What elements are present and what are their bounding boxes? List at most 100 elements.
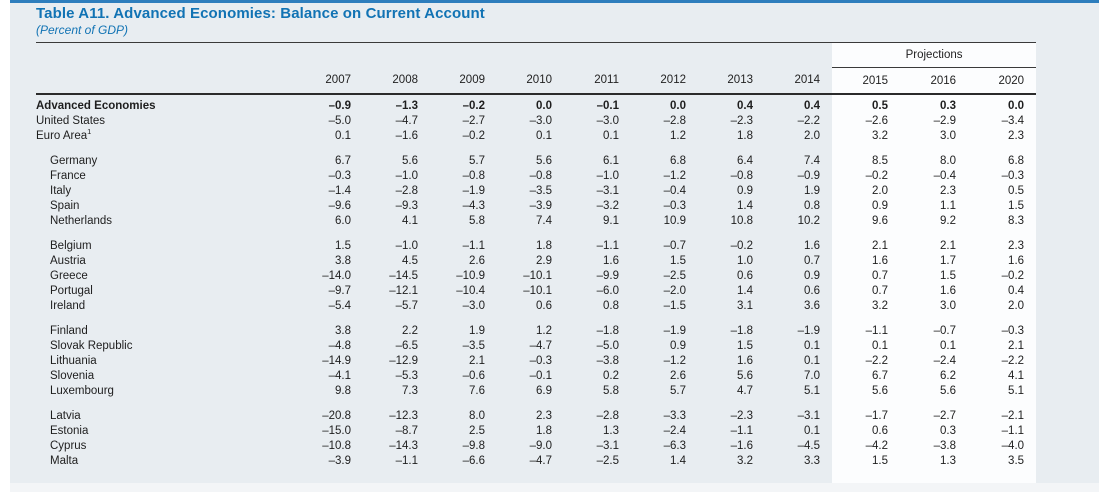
- row-label: Euro Area1: [36, 127, 92, 142]
- value-cell-2009: –0.8: [462, 170, 485, 182]
- value-cell-2020: 0.0: [1008, 100, 1025, 112]
- value-cell-2015: 1.6: [872, 255, 889, 267]
- value-cell-2013: 6.4: [737, 155, 753, 167]
- value-cell-2016: 2.3: [940, 185, 957, 197]
- value-cell-2016: 1.6: [940, 285, 957, 297]
- value-cell-2009: –0.2: [462, 100, 485, 112]
- value-cell-2008: –1.1: [395, 455, 418, 467]
- value-cell-2013: 1.4: [737, 285, 753, 297]
- value-cell-2007: –14.9: [322, 355, 351, 367]
- value-cell-2007: –0.3: [328, 170, 351, 182]
- value-cell-2020: –0.2: [1001, 270, 1025, 282]
- value-cell-2013: 0.6: [737, 270, 753, 282]
- value-cell-2014: 0.6: [804, 285, 821, 297]
- value-cell-2020: –3.4: [1001, 115, 1025, 127]
- top-accent-bar: [10, 0, 1099, 3]
- table-container: Projections 2007 2008 2009 2010 2011 2012 2013…: [36, 42, 1037, 492]
- value-cell-2014: 3.6: [804, 300, 821, 312]
- value-cell-2014: 0.8: [804, 200, 821, 212]
- value-cell-2013: –1.6: [730, 440, 753, 452]
- value-cell-2015: 0.1: [872, 340, 889, 352]
- value-cell-2016: –2.9: [933, 115, 957, 127]
- value-cell-2011: –2.8: [596, 410, 619, 422]
- value-cell-2010: –3.0: [529, 115, 552, 127]
- value-cell-2009: 1.9: [469, 325, 485, 337]
- value-cell-2020: 2.1: [1008, 340, 1025, 352]
- year-header-2010: 2010: [497, 67, 564, 95]
- projections-highlight-band: [832, 42, 1036, 492]
- value-cell-2008: –12.3: [389, 410, 418, 422]
- value-cell-2016: 1.3: [940, 455, 957, 467]
- row-label-column-header: [36, 67, 296, 95]
- value-cell-2010: 6.9: [536, 385, 552, 397]
- value-cell-2010: 1.2: [536, 325, 552, 337]
- value-cell-2015: 2.0: [872, 185, 889, 197]
- value-cell-2016: 6.2: [940, 370, 957, 382]
- row-label: France: [50, 170, 86, 182]
- value-cell-2009: –6.6: [462, 455, 485, 467]
- row-label: Belgium: [50, 240, 92, 252]
- value-cell-2011: –1.1: [596, 240, 619, 252]
- projections-header-row: Projections: [36, 42, 1037, 68]
- value-cell-2011: –3.2: [596, 200, 619, 212]
- table-row-italy: Italy –1.4 –2.8 –1.9 –3.5 –3.1 –0.4 0.9 1.9 2.0 2.…: [36, 184, 1036, 199]
- value-cell-2014: 0.7: [804, 255, 821, 267]
- table-row-slovenia: Slovenia –4.1 –5.3 –0.6 –0.1 0.2 2.6 5.6 7.0 6.7 6…: [36, 369, 1036, 384]
- value-cell-2014: 3.3: [804, 455, 821, 467]
- value-cell-2011: –6.0: [596, 285, 619, 297]
- year-header-2013: 2013: [698, 67, 765, 95]
- value-cell-2007: 6.0: [335, 215, 351, 227]
- value-cell-2015: 6.7: [872, 370, 889, 382]
- value-cell-2015: 0.5: [872, 100, 889, 112]
- value-cell-2007: –4.8: [328, 340, 351, 352]
- value-cell-2011: –5.0: [596, 340, 619, 352]
- value-cell-2020: 3.5: [1008, 455, 1025, 467]
- value-cell-2020: 1.6: [1008, 255, 1025, 267]
- table-subtitle: (Percent of GDP): [36, 23, 129, 37]
- year-header-2014: 2014: [765, 67, 833, 95]
- value-cell-2009: 2.6: [469, 255, 485, 267]
- row-label: United States: [36, 115, 106, 127]
- value-cell-2012: 5.7: [670, 385, 686, 397]
- table-row-malta: Malta –3.9 –1.1 –6.6 –4.7 –2.5 1.4 3.2 3.3 1.5 1.3…: [36, 454, 1036, 469]
- table-row-latvia: Latvia –20.8 –12.3 8.0 2.3 –2.8 –3.3 –2.3 –3.1 –1…: [36, 409, 1036, 424]
- value-cell-2008: –1.0: [395, 170, 418, 182]
- value-cell-2020: 0.5: [1008, 185, 1025, 197]
- value-cell-2015: 1.5: [872, 455, 889, 467]
- value-cell-2010: –4.7: [529, 455, 552, 467]
- value-cell-2009: –10.9: [456, 270, 485, 282]
- value-cell-2008: –8.7: [395, 425, 418, 437]
- value-cell-2010: 0.1: [536, 130, 552, 142]
- value-cell-2020: –2.1: [1001, 410, 1025, 422]
- value-cell-2014: 0.1: [804, 340, 821, 352]
- value-cell-2007: –5.0: [328, 115, 351, 127]
- value-cell-2007: –20.8: [322, 410, 351, 422]
- value-cell-2020: –4.0: [1001, 440, 1025, 452]
- value-cell-2008: 5.6: [402, 155, 418, 167]
- value-cell-2010: 0.6: [536, 300, 552, 312]
- value-cell-2015: 5.6: [872, 385, 889, 397]
- table-row-advanced-economies: Advanced Economies –0.9 –1.3 –0.2 0.0 –0.1 0.0…: [36, 94, 1036, 114]
- value-cell-2011: –3.8: [596, 355, 619, 367]
- value-cell-2013: 10.8: [730, 215, 753, 227]
- value-cell-2007: –3.9: [328, 455, 351, 467]
- value-cell-2012: 1.4: [670, 455, 686, 467]
- value-cell-2010: 2.3: [536, 410, 552, 422]
- value-cell-2012: –2.0: [663, 285, 686, 297]
- value-cell-2007: –14.0: [322, 270, 351, 282]
- value-cell-2008: –9.3: [395, 200, 418, 212]
- value-cell-2007: –4.1: [328, 370, 351, 382]
- value-cell-2016: 2.1: [940, 240, 957, 252]
- value-cell-2008: –12.1: [389, 285, 418, 297]
- value-cell-2007: –9.6: [328, 200, 351, 212]
- row-label: Luxembourg: [50, 385, 114, 397]
- value-cell-2009: –10.4: [456, 285, 485, 297]
- projections-label: Projections: [832, 42, 1037, 68]
- value-cell-2015: 0.7: [872, 270, 889, 282]
- value-cell-2011: –3.1: [596, 440, 619, 452]
- value-cell-2010: 1.8: [536, 240, 552, 252]
- value-cell-2011: 0.2: [603, 370, 619, 382]
- value-cell-2014: 2.0: [804, 130, 821, 142]
- value-cell-2020: 8.3: [1008, 215, 1025, 227]
- value-cell-2015: –2.2: [865, 355, 889, 367]
